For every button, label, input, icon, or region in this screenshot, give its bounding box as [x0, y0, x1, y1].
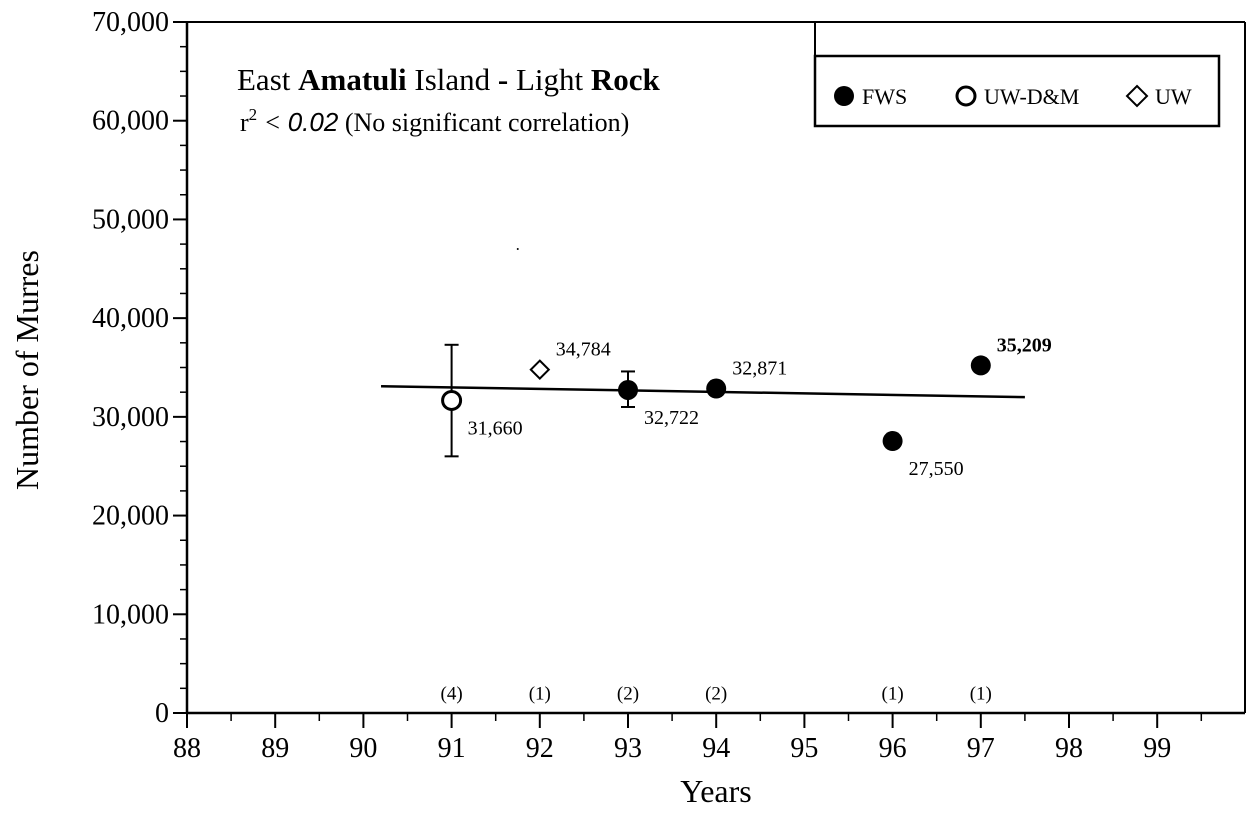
annotation-group: 32,722 32,871 27,550 35,209 31,660 34,784 (4) (…: [441, 334, 1052, 704]
trend-line: [381, 385, 1025, 399]
fws-point: [882, 431, 903, 452]
sample-size-label: (1): [529, 683, 551, 704]
scan-artifact-dot: [516, 248, 519, 251]
chart-subtitle: r2 < 0.02 (No significant correlation): [240, 105, 629, 137]
legend-label: UW-D&M: [984, 84, 1079, 109]
fws-point: [706, 378, 727, 399]
data-label: 34,784: [556, 339, 611, 361]
trend-line-group: [381, 385, 1025, 399]
data-label: 31,660: [468, 417, 523, 439]
sample-size-label: (4): [441, 683, 463, 704]
axes-group: 0 10,000 20,000 30,000 40,000 50,000 60,000 70,…: [92, 7, 1246, 764]
y-tick-label: 60,000: [92, 106, 169, 137]
subtitle-part: <: [257, 108, 288, 137]
legend-uw-dm-icon: [955, 85, 977, 107]
x-tick-label: 90: [349, 733, 377, 764]
x-tick-label: 97: [967, 733, 995, 764]
x-tick-label: 93: [614, 733, 642, 764]
x-tick-label: 98: [1055, 733, 1083, 764]
fws-point: [618, 379, 638, 400]
y-tick-label: 40,000: [92, 303, 169, 334]
legend-label: FWS: [862, 84, 907, 109]
legend-uw-icon: [1125, 84, 1149, 108]
x-tick-label: 92: [526, 733, 554, 764]
title-part: Rock: [591, 62, 661, 97]
sample-size-label: (1): [882, 683, 904, 704]
legend-label: UW: [1155, 84, 1192, 109]
y-tick-label: 0: [155, 698, 169, 729]
title-part: East: [237, 62, 298, 97]
data-points-group: [441, 343, 991, 458]
title-part: Amatuli: [298, 62, 407, 97]
title-part: Light: [508, 62, 591, 97]
y-tick-label: 20,000: [92, 501, 169, 532]
data-label: 32,722: [644, 407, 699, 429]
x-tick-label: 99: [1143, 733, 1171, 764]
legend-box: [813, 54, 1221, 128]
fws-point: [970, 355, 991, 376]
data-label: 35,209: [997, 334, 1052, 356]
subtitle-part: (No significant correlation): [338, 108, 629, 137]
x-tick-label: 96: [879, 733, 907, 764]
subtitle-part: r: [240, 108, 249, 137]
x-tick-label: 95: [790, 733, 818, 764]
y-tick-label: 30,000: [92, 402, 169, 433]
uw-point: [529, 359, 551, 381]
subtitle-part: 0.02: [288, 107, 339, 137]
sample-size-label: (2): [617, 683, 639, 704]
legend-fws-icon: [834, 86, 854, 106]
chart-title: East Amatuli Island - Light Rock: [237, 62, 661, 97]
y-tick-label: 50,000: [92, 204, 169, 235]
x-axis-label: Years: [680, 773, 751, 809]
sample-size-label: (2): [705, 683, 727, 704]
chart-title-group: East Amatuli Island - Light Rock r2 < 0.…: [237, 62, 661, 137]
y-tick-label: 70,000: [92, 7, 169, 38]
sample-size-label: (1): [970, 683, 992, 704]
x-tick-label: 94: [702, 733, 730, 764]
x-tick-label: 89: [261, 733, 289, 764]
x-tick-label: 88: [173, 733, 201, 764]
x-tick-label: 91: [438, 733, 466, 764]
legend: FWS UW-D&M UW: [813, 22, 1221, 128]
title-part: -: [498, 62, 508, 97]
y-axis-label: Number of Murres: [9, 250, 45, 490]
subtitle-part: 2: [249, 105, 258, 124]
uw-dm-point: [441, 389, 463, 411]
data-label: 32,871: [732, 358, 787, 380]
data-label: 27,550: [909, 458, 964, 480]
title-part: Island: [407, 62, 498, 97]
y-tick-label: 10,000: [92, 599, 169, 630]
